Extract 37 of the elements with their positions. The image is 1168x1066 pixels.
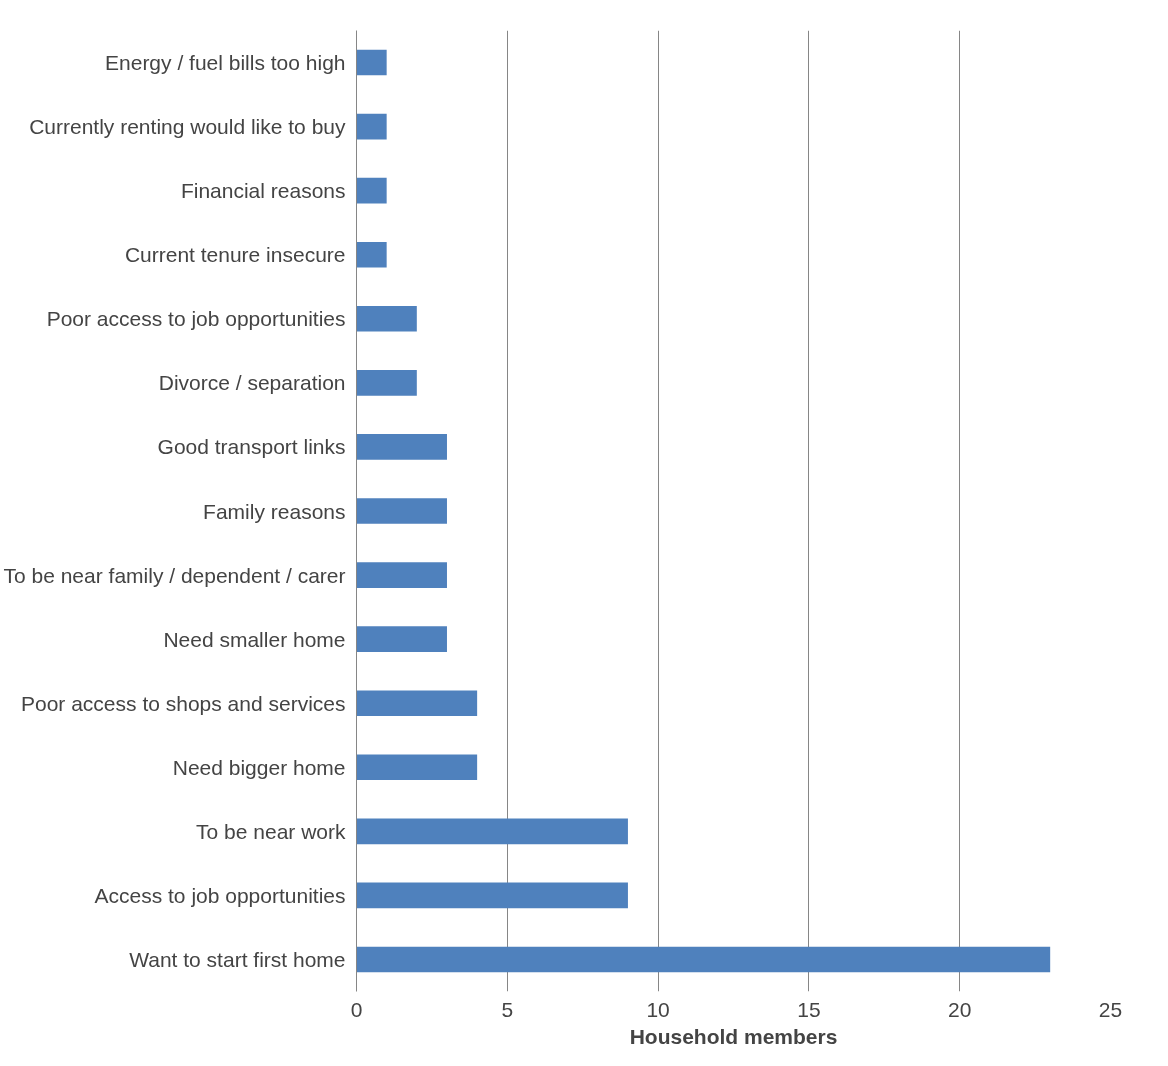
bar (356, 305, 417, 332)
x-axis-title: Household members (629, 1024, 838, 1048)
bar (356, 754, 478, 781)
x-tick-label: 15 (797, 997, 821, 1021)
y-tick-label: Want to start first home (129, 947, 346, 971)
x-tick-label: 25 (1098, 997, 1123, 1021)
y-tick-label: Need bigger home (172, 755, 346, 779)
bar (356, 498, 447, 524)
bar (356, 370, 417, 396)
x-tick-label: 10 (646, 997, 670, 1021)
y-tick-label: Good transport links (157, 435, 346, 459)
bar (356, 882, 628, 909)
x-tick-label: 20 (948, 997, 972, 1021)
y-tick-label: To be near work (196, 819, 346, 843)
bar (356, 562, 447, 588)
y-tick-label: Poor access to shops and services (21, 691, 346, 715)
bar (356, 113, 387, 140)
x-tick-label: 0 (350, 997, 363, 1021)
y-tick-label: Need smaller home (163, 627, 346, 651)
y-tick-label: To be near family / dependent / carer (3, 563, 346, 587)
y-tick-label: Family reasons (203, 499, 346, 523)
bar (356, 177, 387, 204)
bar (356, 690, 478, 717)
y-tick-label: Poor access to job opportunities (46, 307, 346, 331)
y-tick-label: Divorce / separation (158, 371, 346, 395)
bar (356, 241, 387, 268)
bar (356, 818, 628, 845)
bar (356, 49, 387, 76)
bar (356, 946, 1051, 973)
y-tick-label: Access to job opportunities (94, 883, 346, 907)
x-tick-label: 5 (501, 997, 514, 1021)
bar (356, 434, 447, 460)
y-tick-label: Currently renting would like to buy (29, 115, 346, 139)
y-tick-label: Financial reasons (180, 179, 346, 203)
bar (356, 626, 447, 652)
y-tick-label: Current tenure insecure (124, 243, 346, 267)
y-tick-label: Energy / fuel bills too high (105, 51, 346, 75)
